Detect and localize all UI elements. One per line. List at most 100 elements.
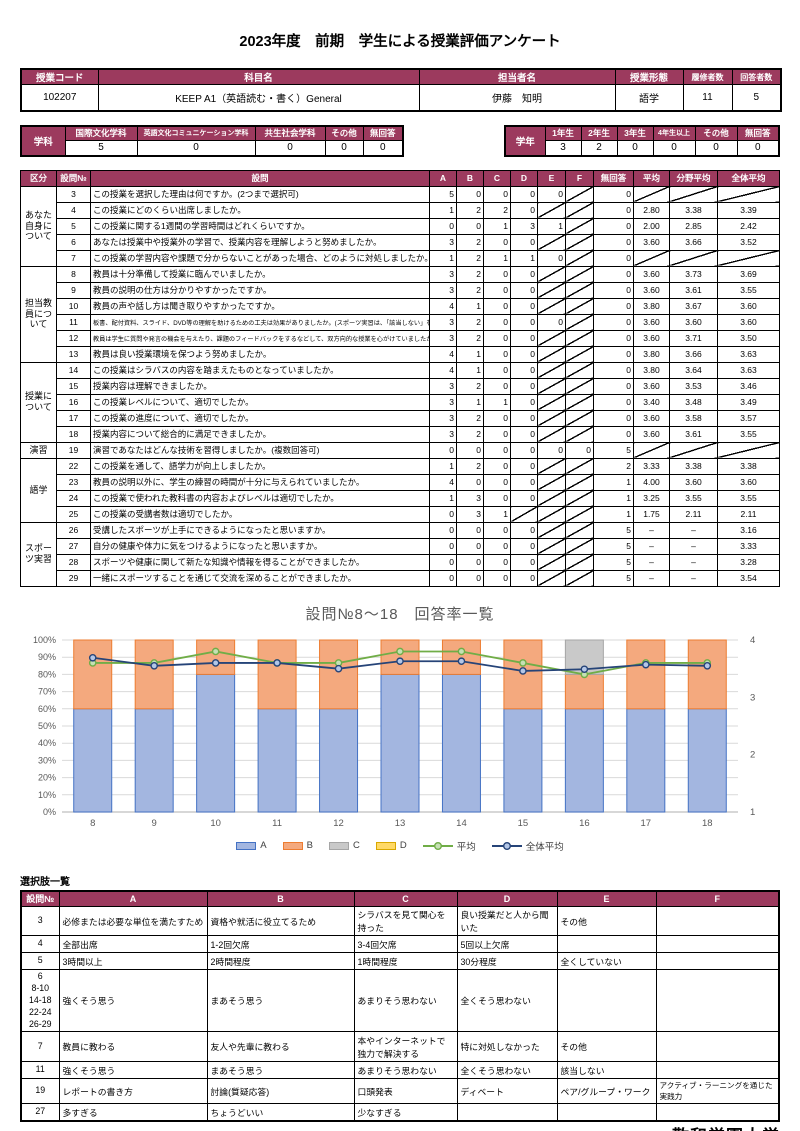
average-cell: 3.60: [717, 473, 780, 491]
option-text: その他: [556, 1031, 657, 1063]
answer-count-cell: 5: [429, 185, 457, 203]
answer-count-cell: [565, 457, 594, 475]
survey-row: 演習 19 演習であなたはどんな技術を習得しましたか。(複数回答可) 0 0 0 0 0 0 5: [20, 441, 780, 459]
survey-col-header: F: [565, 169, 594, 187]
option-text: 3-4回欠席: [353, 935, 458, 953]
answer-count-cell: 3: [510, 217, 538, 235]
answer-count-cell: 0: [483, 377, 511, 395]
answer-count-cell: 3: [429, 409, 457, 427]
average-cell: 3.67: [669, 297, 718, 315]
answer-count-cell: 2: [456, 201, 484, 219]
svg-text:0%: 0%: [43, 807, 56, 817]
answer-count-cell: 0: [483, 233, 511, 251]
average-cell: 3.38: [717, 457, 780, 475]
option-text: まあそう思う: [206, 1061, 355, 1080]
question-number: 6: [56, 233, 91, 251]
answer-count-cell: 0: [537, 313, 566, 331]
answer-count-cell: [565, 521, 594, 539]
count-value: 0: [136, 140, 256, 156]
question-number: 15: [56, 377, 91, 395]
average-cell: –: [669, 569, 718, 587]
count-value: 0: [362, 140, 404, 156]
question-text: 演習であなたはどんな技術を習得しましたか。(複数回答可): [90, 441, 430, 459]
svg-text:10: 10: [210, 818, 221, 829]
answer-count-cell: 0: [483, 185, 511, 203]
question-text: 受講したスポーツが上手にできるようになったと思いますか。: [90, 521, 430, 539]
survey-col-header: A: [429, 169, 457, 187]
count-value: 3: [544, 140, 582, 156]
legend-swatch: [375, 841, 396, 850]
answer-count-cell: [565, 393, 594, 411]
group-label: 学年: [504, 125, 546, 156]
answer-count-cell: 0: [456, 441, 484, 459]
average-cell: 4.00: [633, 473, 670, 491]
question-text: 板書、配付資料、スライド、DVD等の理解を助けるための工夫は効果がありましたか。…: [90, 313, 430, 331]
answer-count-cell: 0: [429, 441, 457, 459]
category-label: 語学: [20, 457, 57, 523]
question-text: 教員は十分準備して授業に臨んでいましたか。: [90, 265, 430, 283]
svg-text:60%: 60%: [38, 703, 56, 713]
options-col-header: D: [456, 890, 558, 907]
average-cell: 2.11: [717, 505, 780, 523]
option-text: [655, 1103, 780, 1122]
option-text: 口頭発表: [353, 1078, 458, 1105]
course-value: 伊藤 知明: [418, 84, 616, 111]
average-cell: –: [633, 553, 670, 571]
answer-count-cell: 3: [429, 233, 457, 251]
answer-count-cell: 0: [510, 265, 538, 283]
question-text: この授業で使われた教科書の内容およびレベルは適切でしたか。: [90, 489, 430, 507]
option-text: 特に対処しなかった: [456, 1031, 558, 1063]
legend-item: D: [375, 840, 407, 851]
survey-row: 7 この授業の学習内容や課題で分からないことがあった場合、どのように対処しましたか…: [21, 249, 780, 267]
no-answer-cell: 1: [593, 505, 634, 523]
average-cell: 3.60: [633, 233, 670, 251]
average-cell: 3.80: [633, 361, 670, 379]
average-cell: 3.33: [717, 537, 780, 555]
average-cell: 3.55: [717, 425, 780, 443]
average-cell: 3.58: [669, 409, 718, 427]
answer-count-cell: 0: [537, 185, 566, 203]
option-text: 強くそう思う: [58, 1061, 208, 1080]
svg-text:1: 1: [750, 807, 755, 818]
answer-count-cell: [537, 553, 566, 571]
no-answer-cell: 0: [593, 217, 634, 235]
survey-col-header: D: [510, 169, 538, 187]
svg-text:90%: 90%: [38, 652, 56, 662]
question-text: この授業に関する1週間の学習時間はどれくらいですか。: [90, 217, 430, 235]
answer-count-cell: 1: [456, 361, 484, 379]
question-number: 19: [56, 441, 91, 459]
answer-count-cell: [565, 297, 594, 315]
course-col-header: 科目名: [97, 68, 420, 85]
answer-count-cell: 0: [510, 345, 538, 363]
option-text: 3時間以上: [58, 952, 208, 970]
options-row: 7 教員に教わる 友人や先輩に教わる 本やインターネットで独力で解決する 特に対処しなか…: [20, 1031, 780, 1063]
answer-count-cell: 0: [483, 345, 511, 363]
option-text: ペア/グループ・ワーク: [556, 1078, 657, 1105]
question-number: 13: [56, 345, 91, 363]
average-cell: 3.60: [633, 425, 670, 443]
average-cell: 3.60: [717, 297, 780, 315]
answer-count-cell: 0: [483, 457, 511, 475]
average-cell: 1.75: [633, 505, 670, 523]
survey-col-header: 平均: [633, 169, 670, 187]
survey-col-header: 全体平均: [717, 169, 780, 187]
answer-count-cell: 0: [510, 281, 538, 299]
options-col-header: 設問№: [20, 890, 60, 907]
question-text: この授業の進度について、適切でしたか。: [90, 409, 430, 427]
course-col-header: 授業コード: [20, 68, 99, 85]
answer-count-cell: 2: [456, 233, 484, 251]
svg-text:50%: 50%: [38, 721, 56, 731]
count-value: 0: [254, 140, 326, 156]
answer-count-cell: [537, 393, 566, 411]
count-col-header: その他: [694, 125, 738, 141]
question-number: 24: [56, 489, 91, 507]
answer-count-cell: 0: [483, 425, 511, 443]
legend-label: D: [399, 840, 407, 851]
answer-count-cell: [565, 489, 594, 507]
answer-count-cell: [565, 409, 594, 427]
answer-count-cell: 0: [510, 441, 538, 459]
answer-count-cell: 0: [429, 537, 457, 555]
question-text: 教員の説明以外に、学生の練習の時間が十分に与えられていましたか。: [90, 473, 430, 491]
answer-count-cell: [565, 473, 594, 491]
option-text: あまりそう思わない: [353, 968, 458, 1033]
